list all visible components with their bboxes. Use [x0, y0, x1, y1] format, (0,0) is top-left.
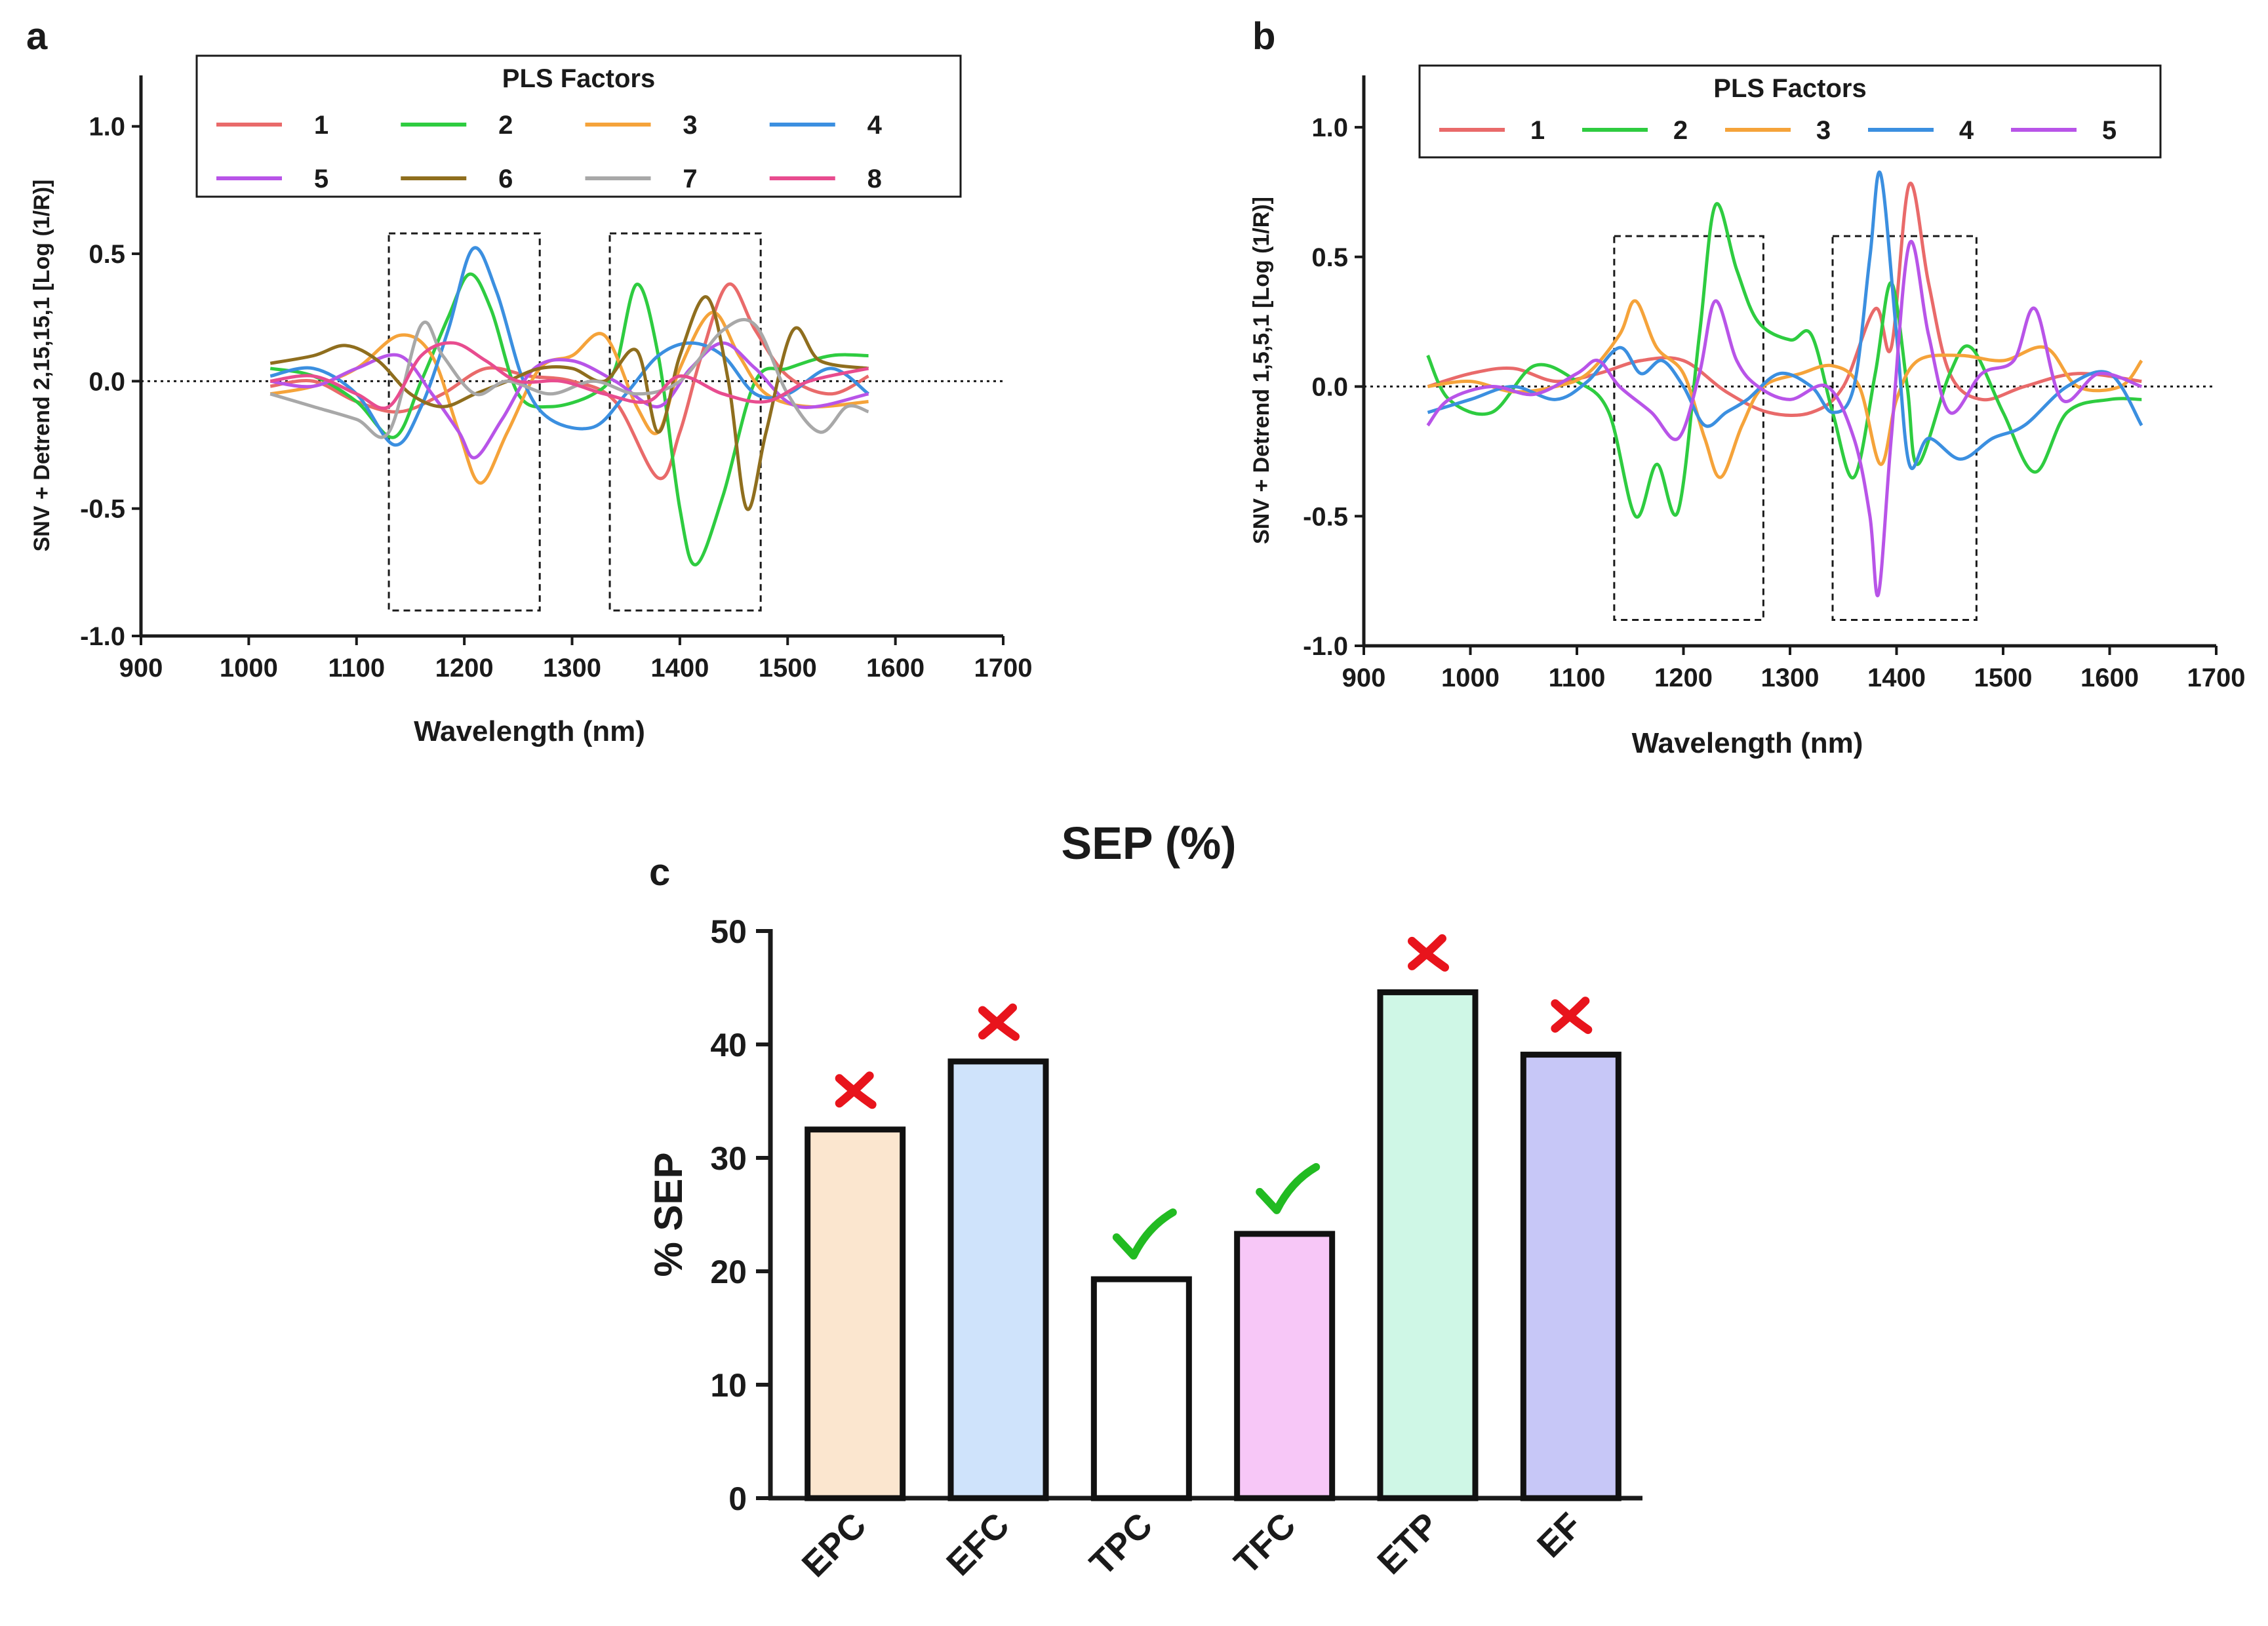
panel-a-line-chart: -1.0 -0.5 0.0 0.5 1.0 900 1000 1100 1200 1300 1400… — [30, 54, 1033, 747]
x-tick-label: 1300 — [543, 654, 601, 683]
y-tick-label: -0.5 — [80, 495, 125, 524]
legend-label-8: 8 — [867, 165, 882, 193]
bar-tfc — [1234, 1231, 1336, 1501]
series-line-factor-5 — [269, 341, 869, 460]
bar-tpc — [1090, 1276, 1192, 1501]
x-tick-label: 1600 — [866, 654, 925, 683]
y-axis-title: SNV + Detrend 2,15,15,1 [Log (1/R)] — [30, 180, 54, 552]
y-tick-label: 0.5 — [1311, 243, 1348, 272]
y-tick-label: -0.5 — [1303, 502, 1348, 531]
y-tick-label: 30 — [710, 1140, 747, 1177]
legend-label-3: 3 — [1816, 116, 1831, 145]
legend-label-1: 1 — [1530, 116, 1545, 145]
x-tick-label: 1700 — [2187, 664, 2246, 692]
x-category-label-efc: EFC — [939, 1505, 1017, 1583]
legend-label-2: 2 — [498, 111, 513, 140]
bar-etp — [1377, 989, 1479, 1501]
y-tick-label: 10 — [710, 1367, 747, 1404]
panel-letter-b: b — [1252, 15, 1275, 58]
x-category-label-tfc: TFC — [1227, 1505, 1303, 1582]
y-tick-label: 0.5 — [89, 240, 125, 269]
legend-label-7: 7 — [683, 165, 697, 193]
legend-label-3: 3 — [683, 111, 697, 140]
highlight-region-box — [1831, 235, 1978, 621]
y-tick-label: 20 — [710, 1254, 747, 1290]
series-line-factor-2 — [1426, 202, 2142, 519]
x-tick-label: 1200 — [1654, 664, 1713, 692]
x-tick-label: 900 — [119, 654, 163, 683]
x-tick-label: 1000 — [1441, 664, 1500, 692]
y-axis-title: % SEP — [647, 1152, 690, 1277]
bar-epc — [805, 1126, 906, 1501]
x-category-label-epc: EPC — [795, 1505, 874, 1585]
cross-mark-icon — [835, 1071, 877, 1109]
highlight-region-box — [608, 232, 762, 612]
x-tick-label: 1100 — [1549, 664, 1606, 692]
x-tick-label: 1200 — [435, 654, 494, 683]
x-tick-label: 1400 — [1867, 664, 1926, 692]
legend-label-4: 4 — [1959, 116, 1974, 145]
series-line-factor-6 — [269, 295, 869, 511]
y-tick-label: 0 — [728, 1480, 747, 1517]
y-tick-label: 0.0 — [89, 367, 125, 396]
cross-mark-icon — [978, 1003, 1020, 1041]
y-tick-label: -1.0 — [1303, 632, 1348, 661]
series-line-factor-1 — [1427, 182, 2142, 418]
x-tick-label: 1600 — [2080, 664, 2139, 692]
x-tick-label: 1300 — [1761, 664, 1820, 692]
y-axis-title: SNV + Detrend 1,5,5,1 [Log (1/R)] — [1249, 197, 1274, 544]
y-tick-label: 40 — [710, 1027, 747, 1063]
legend-title: PLS Factors — [1713, 74, 1866, 103]
cross-mark-icon — [1408, 934, 1449, 972]
cross-mark-icon — [1551, 997, 1593, 1035]
legend-label-5: 5 — [314, 165, 328, 193]
legend-title: PLS Factors — [502, 64, 655, 93]
check-mark-icon — [1256, 1162, 1321, 1214]
panel-b-line-chart: -1.0 -0.5 0.0 0.5 1.0 900 1000 1100 1200 1300 1400… — [1249, 64, 2246, 759]
series-line-factor-7 — [269, 317, 869, 439]
y-tick-label: 50 — [710, 913, 747, 950]
panel-letter-c: c — [649, 851, 670, 894]
x-category-label-ef: EF — [1530, 1505, 1589, 1565]
series-line-factor-5 — [1426, 240, 2143, 597]
series-line-factor-4 — [1427, 170, 2143, 470]
legend-label-4: 4 — [867, 111, 883, 140]
x-tick-label: 1500 — [1974, 664, 2033, 692]
y-tick-label: -1.0 — [80, 622, 125, 651]
legend-label-1: 1 — [314, 111, 328, 140]
series-line-factor-3 — [1427, 299, 2143, 479]
legend-box — [1418, 64, 2162, 159]
y-tick-label: 0.0 — [1311, 373, 1348, 402]
legend-label-5: 5 — [2102, 116, 2117, 145]
panel-letter-a: a — [26, 15, 48, 58]
panel-c-bar-chart: SEP (%) 0 10 20 30 40 50 % SEP EPC EFC TPC TFC ETP EF — [647, 818, 1642, 1585]
legend-label-6: 6 — [498, 165, 513, 193]
x-tick-label: 1500 — [759, 654, 817, 683]
x-tick-label: 900 — [1342, 664, 1386, 692]
x-tick-label: 1700 — [974, 654, 1033, 683]
x-tick-label: 1400 — [650, 654, 709, 683]
legend-label-2: 2 — [1673, 116, 1688, 145]
x-axis-title: Wavelength (nm) — [1632, 727, 1863, 759]
y-tick-label: 1.0 — [89, 113, 125, 142]
series-line-factor-4 — [269, 246, 870, 447]
x-axis-title: Wavelength (nm) — [414, 715, 645, 747]
x-category-label-etp: ETP — [1370, 1505, 1446, 1582]
y-tick-label: 1.0 — [1311, 113, 1348, 142]
x-category-label-tpc: TPC — [1083, 1505, 1161, 1583]
series-line-factor-8 — [269, 341, 869, 410]
bar-efc — [947, 1058, 1049, 1501]
chart-title: SEP (%) — [1061, 818, 1236, 869]
x-tick-label: 1100 — [328, 654, 385, 683]
bar-ef — [1520, 1052, 1621, 1501]
check-mark-icon — [1112, 1208, 1177, 1260]
x-tick-label: 1000 — [220, 654, 278, 683]
highlight-region-box — [388, 232, 541, 612]
